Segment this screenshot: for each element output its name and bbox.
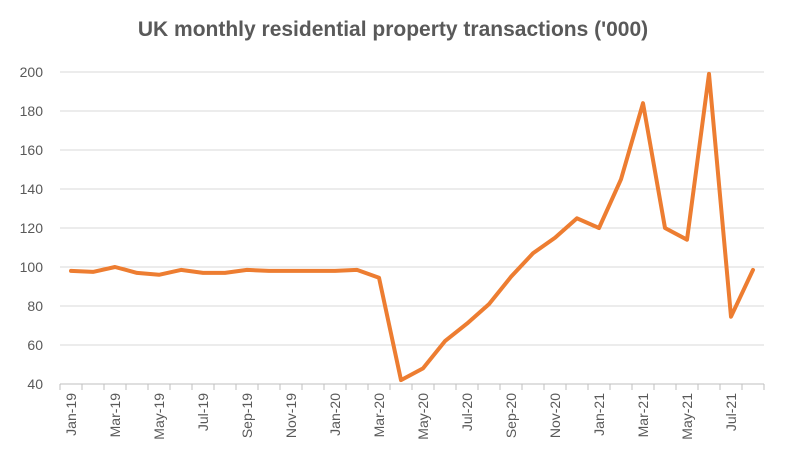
x-tick-label: May-19 bbox=[151, 393, 167, 440]
y-tick-label: 200 bbox=[20, 64, 44, 80]
x-tick-label: Mar-21 bbox=[635, 393, 651, 438]
y-tick-label: 80 bbox=[27, 298, 43, 314]
x-tick-label: Nov-19 bbox=[283, 393, 299, 438]
x-tick-label: Jan-21 bbox=[591, 393, 607, 436]
x-tick-label: Jul-19 bbox=[195, 393, 211, 431]
y-tick-label: 120 bbox=[20, 220, 44, 236]
x-tick-label: Jul-20 bbox=[459, 393, 475, 431]
x-tick-label: Jan-20 bbox=[327, 393, 343, 436]
x-tick-label: May-21 bbox=[679, 393, 695, 440]
y-tick-label: 40 bbox=[27, 376, 43, 392]
y-tick-label: 60 bbox=[27, 337, 43, 353]
x-tick-label: May-20 bbox=[415, 393, 431, 440]
x-tick-label: Nov-20 bbox=[547, 393, 563, 438]
x-tick-label: Mar-19 bbox=[107, 393, 123, 438]
y-tick-label: 180 bbox=[20, 103, 44, 119]
x-tick-label: Sep-20 bbox=[503, 393, 519, 438]
x-tick-label: Sep-19 bbox=[239, 393, 255, 438]
chart-title: UK monthly residential property transact… bbox=[137, 18, 649, 41]
y-tick-label: 160 bbox=[20, 142, 44, 158]
series-line bbox=[69, 71, 755, 383]
y-tick-label: 140 bbox=[20, 181, 44, 197]
x-tick-label: Jul-21 bbox=[723, 393, 739, 431]
x-tick-label: Jan-19 bbox=[63, 393, 79, 436]
x-tick-label: Mar-20 bbox=[371, 393, 387, 438]
y-tick-label: 100 bbox=[20, 259, 44, 275]
